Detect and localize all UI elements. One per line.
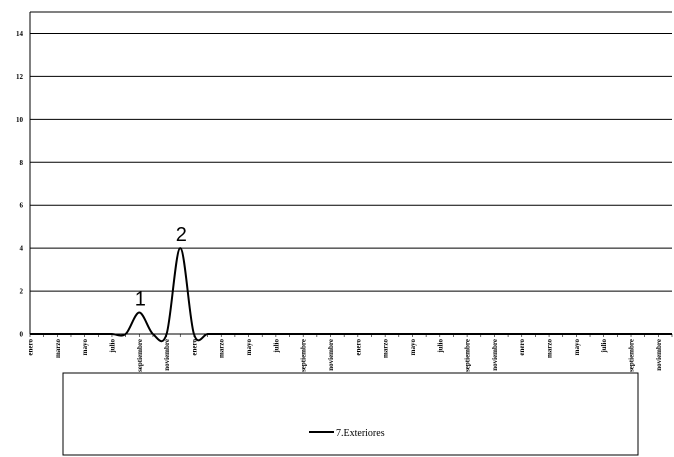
x-tick-label: mayo xyxy=(245,339,253,356)
x-tick-label: marzo xyxy=(382,339,390,359)
x-tick-label: noviembre xyxy=(491,339,499,371)
x-tick-label: marzo xyxy=(54,339,62,359)
y-tick-label: 10 xyxy=(16,116,24,124)
annotation: 2 xyxy=(176,224,187,246)
y-tick-label: 8 xyxy=(20,159,24,167)
x-tick-label: julio xyxy=(436,339,444,354)
x-tick-label: septiembre xyxy=(628,339,636,372)
y-tick-label: 0 xyxy=(20,331,24,339)
x-tick-label: noviembre xyxy=(163,339,171,371)
y-tick-label: 4 xyxy=(20,245,24,253)
x-tick-label: enero xyxy=(190,339,198,356)
x-tick-label: noviembre xyxy=(655,339,663,371)
x-tick-label: septiembre xyxy=(136,339,144,372)
x-tick-label: septiembre xyxy=(464,339,472,372)
y-tick-label: 6 xyxy=(20,202,24,210)
x-tick-label: julio xyxy=(108,339,116,354)
y-tick-label: 14 xyxy=(16,30,24,38)
y-tick-label: 12 xyxy=(16,73,24,81)
legend-label: 7.Exteriores xyxy=(336,428,385,439)
series-line xyxy=(30,247,672,343)
x-tick-label: mayo xyxy=(81,339,89,356)
x-tick-label: julio xyxy=(272,339,280,354)
x-tick-label: marzo xyxy=(546,339,554,359)
x-tick-label: mayo xyxy=(573,339,581,356)
x-tick-label: mayo xyxy=(409,339,417,356)
legend-box xyxy=(62,372,639,456)
x-tick-label: enero xyxy=(518,339,526,356)
x-tick-label: julio xyxy=(600,339,608,354)
y-tick-label: 2 xyxy=(20,288,24,296)
x-tick-label: septiembre xyxy=(300,339,308,372)
x-tick-label: noviembre xyxy=(327,339,335,371)
x-tick-label: marzo xyxy=(218,339,226,359)
x-tick-label: enero xyxy=(27,339,35,356)
annotation: 1 xyxy=(135,289,146,311)
x-tick-label: enero xyxy=(354,339,362,356)
